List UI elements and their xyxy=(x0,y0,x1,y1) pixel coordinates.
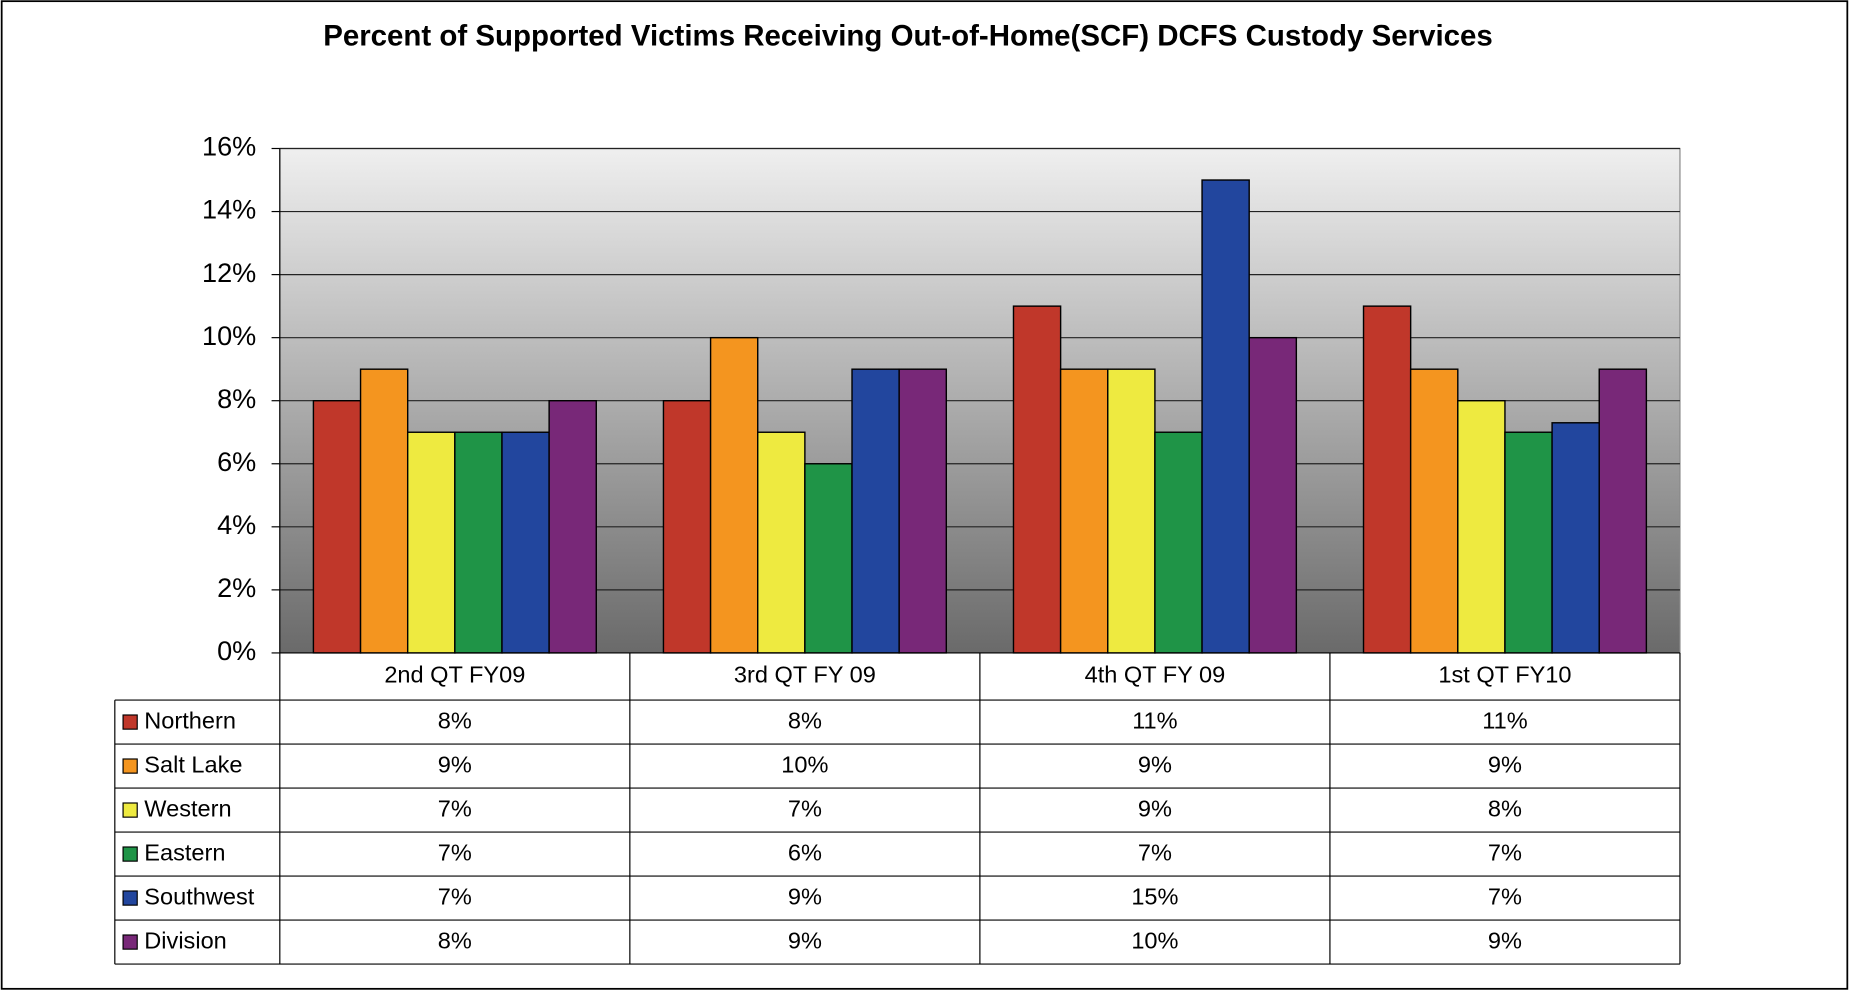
data-label: 7% xyxy=(438,839,472,865)
y-tick-label: 4% xyxy=(217,509,256,540)
legend-label: Northern xyxy=(144,707,236,733)
data-label: 9% xyxy=(1138,795,1172,821)
data-label: 9% xyxy=(788,927,822,953)
bar xyxy=(406,431,456,654)
legend-key xyxy=(122,758,138,774)
bar xyxy=(359,368,409,654)
bar xyxy=(501,431,550,654)
legend-key xyxy=(122,714,138,730)
data-label: 8% xyxy=(438,707,472,733)
data-label: 8% xyxy=(788,707,822,733)
bar xyxy=(1362,305,1412,654)
data-label: 10% xyxy=(1131,927,1178,953)
bar xyxy=(898,368,948,654)
bar xyxy=(1457,400,1506,654)
data-label: 9% xyxy=(438,751,472,777)
data-label: 9% xyxy=(788,883,822,909)
legend-key xyxy=(122,802,138,818)
data-label: 8% xyxy=(1488,795,1522,821)
bar xyxy=(1059,368,1109,654)
bar xyxy=(548,400,597,654)
bar xyxy=(1012,305,1062,654)
legend-label: Southwest xyxy=(144,883,254,909)
legend-label: Division xyxy=(144,927,227,953)
data-label: 9% xyxy=(1488,927,1522,953)
legend-label: Eastern xyxy=(144,839,225,865)
bar xyxy=(1551,422,1600,654)
bar xyxy=(312,400,362,654)
y-tick-label: 10% xyxy=(202,320,256,351)
legend-key xyxy=(122,890,138,906)
bar xyxy=(851,368,900,654)
data-label: 11% xyxy=(1132,707,1177,733)
y-tick-label: 8% xyxy=(217,383,256,414)
bar xyxy=(709,336,759,654)
data-label: 9% xyxy=(1488,751,1522,777)
legend-key xyxy=(122,934,138,950)
data-label: 7% xyxy=(1138,839,1172,865)
legend-label: Western xyxy=(144,795,231,821)
bar xyxy=(1598,368,1648,654)
y-tick-label: 12% xyxy=(202,257,256,288)
x-tick-label: 3rd QT FY 09 xyxy=(734,662,876,688)
data-label: 15% xyxy=(1131,883,1178,909)
bar xyxy=(1504,431,1553,654)
bar xyxy=(804,463,853,654)
bar xyxy=(1107,368,1156,654)
bar xyxy=(1248,336,1298,654)
legend-label: Salt Lake xyxy=(144,751,242,777)
chart-title: Percent of Supported Victims Receiving O… xyxy=(323,19,1493,52)
x-tick-label: 4th QT FY 09 xyxy=(1085,662,1226,688)
data-label: 7% xyxy=(1488,839,1522,865)
y-tick-label: 16% xyxy=(202,131,256,162)
x-tick-label: 1st QT FY10 xyxy=(1438,662,1571,688)
legend-key xyxy=(122,846,138,862)
data-label: 7% xyxy=(438,883,472,909)
bar xyxy=(1154,431,1203,654)
bar xyxy=(662,400,712,654)
data-label: 7% xyxy=(438,795,472,821)
data-label: 8% xyxy=(438,927,472,953)
data-label: 10% xyxy=(781,751,828,777)
y-tick-label: 6% xyxy=(217,446,256,477)
x-tick-label: 2nd QT FY09 xyxy=(384,662,525,688)
data-label: 6% xyxy=(788,839,822,865)
y-tick-label: 2% xyxy=(217,572,256,603)
y-tick-label: 14% xyxy=(202,194,256,225)
data-label: 7% xyxy=(1488,883,1522,909)
bar xyxy=(757,431,806,654)
bar xyxy=(454,431,503,654)
y-tick-label: 0% xyxy=(217,635,256,666)
data-label: 9% xyxy=(1138,751,1172,777)
data-label: 7% xyxy=(788,795,822,821)
bar xyxy=(1409,368,1459,654)
bar xyxy=(1201,179,1250,654)
data-label: 11% xyxy=(1482,707,1527,733)
